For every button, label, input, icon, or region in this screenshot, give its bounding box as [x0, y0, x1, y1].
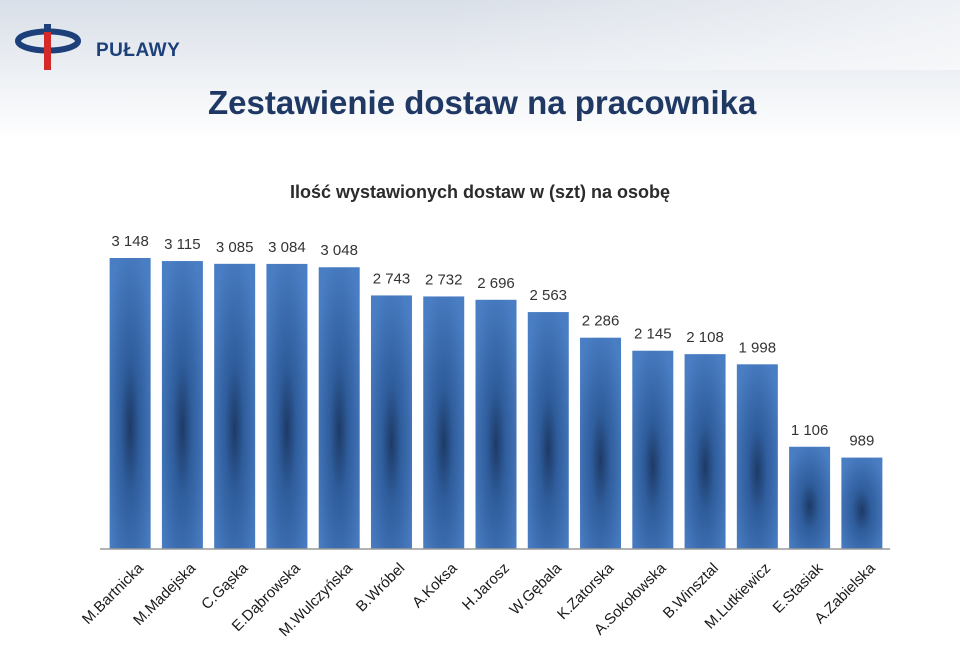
bar-14 — [789, 446, 831, 549]
bar-7 — [423, 296, 465, 549]
value-label: 3 148 — [111, 233, 149, 250]
logo-mark-icon — [15, 24, 81, 70]
category-label: B.Wróbel — [353, 560, 408, 615]
logo-text: PUŁAWY — [96, 40, 181, 61]
bar-9 — [527, 312, 569, 549]
bar-12 — [684, 354, 726, 549]
value-label: 2 696 — [477, 275, 515, 292]
value-label: 3 084 — [268, 239, 306, 256]
bar-10 — [580, 337, 622, 549]
value-label: 2 743 — [373, 270, 411, 287]
bar-11 — [632, 350, 674, 549]
value-label: 1 998 — [739, 339, 777, 356]
bar-3 — [214, 263, 256, 549]
pulawy-logo — [14, 22, 184, 74]
value-label: 3 048 — [320, 242, 358, 259]
value-label: 1 106 — [791, 422, 829, 439]
value-label: 2 145 — [634, 326, 672, 343]
bar-4 — [266, 263, 308, 549]
value-label: 3 085 — [216, 239, 254, 256]
bar-5 — [318, 267, 360, 549]
category-label: A.Koksa — [409, 559, 461, 611]
value-label: 989 — [849, 433, 874, 450]
value-label: 3 115 — [164, 236, 200, 253]
bar-13 — [736, 364, 778, 549]
value-label: 2 563 — [529, 287, 567, 304]
value-label: 2 286 — [582, 313, 620, 330]
category-label: H.Jarosz — [459, 560, 513, 614]
bar-2 — [161, 261, 203, 549]
chart-title: Ilość wystawionych dostaw w (szt) na oso… — [289, 182, 671, 202]
bar-8 — [475, 299, 517, 549]
bar-15 — [841, 457, 883, 549]
value-label: 2 108 — [686, 329, 724, 346]
bar-6 — [370, 295, 412, 549]
category-label: C.Gąska — [198, 559, 252, 613]
bar-1 — [109, 258, 151, 549]
value-label: 2 732 — [425, 271, 463, 288]
page-title: Zestawienie dostaw na pracownika — [208, 84, 757, 121]
header-band — [0, 0, 960, 140]
